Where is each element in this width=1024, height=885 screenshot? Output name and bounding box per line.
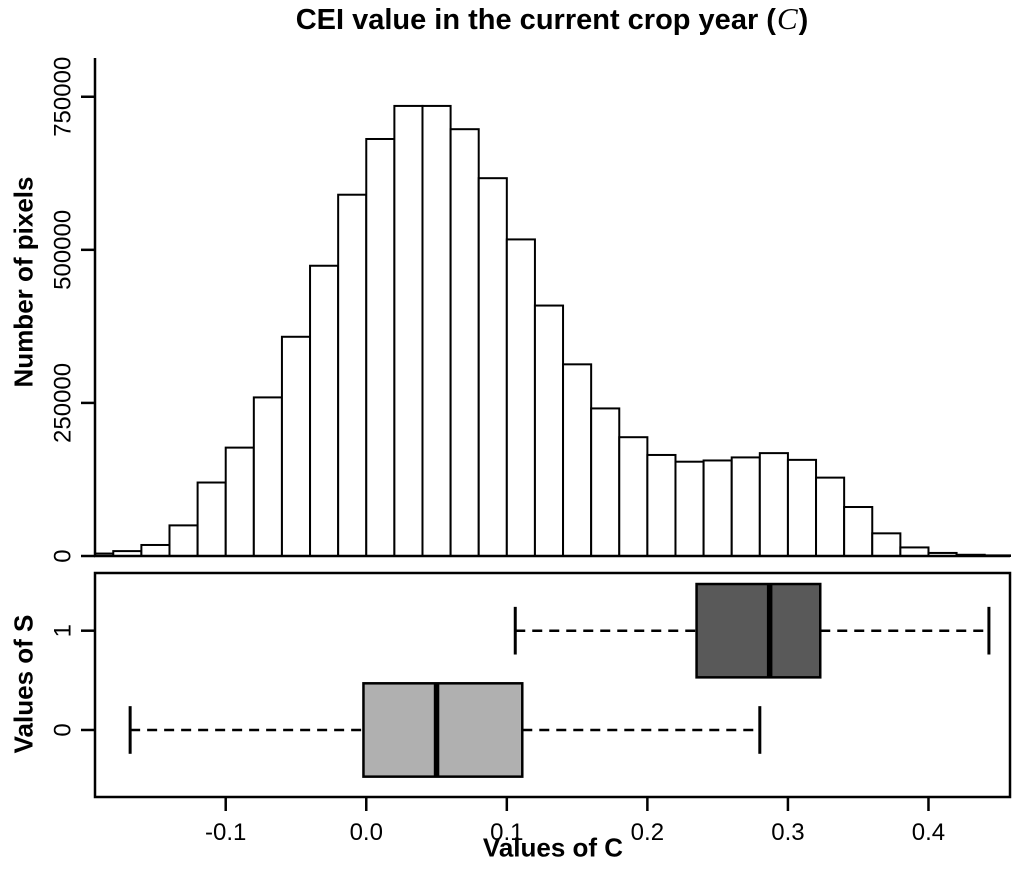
histogram-bar xyxy=(196,481,227,558)
histogram-bar xyxy=(590,407,621,557)
boxplot-panel-border xyxy=(93,571,1012,799)
chart-title-symbol: C xyxy=(776,1,798,36)
histogram-y-tick-label: 750000 xyxy=(49,57,76,137)
histogram-bar xyxy=(224,446,255,557)
histogram-bar xyxy=(646,453,677,557)
chart-title-prefix: CEI value in the current crop year ( xyxy=(295,4,776,36)
histogram-bar xyxy=(674,460,705,557)
histogram-bar xyxy=(533,304,565,558)
histogram-bar xyxy=(730,456,761,558)
histogram-bar xyxy=(449,128,480,557)
boxplot-box xyxy=(362,682,524,778)
histogram-bar xyxy=(758,452,789,557)
chart-title: CEI value in the current crop year (C) xyxy=(296,1,809,37)
histogram-bar xyxy=(309,264,340,557)
histogram-bar xyxy=(786,458,818,557)
boxplot-box xyxy=(695,582,822,679)
histogram-bar xyxy=(899,546,930,558)
boxplot-y-axis-title: Values of S xyxy=(8,614,39,754)
x-tick-label: 0.3 xyxy=(771,819,804,846)
histogram-y-tick-label: 250000 xyxy=(49,363,76,443)
histogram-bar xyxy=(365,137,396,558)
histogram-bar xyxy=(618,436,649,557)
histogram-bar xyxy=(702,459,733,557)
histogram-bar xyxy=(421,104,452,557)
histogram-y-tick-label: 0 xyxy=(49,549,76,562)
histogram-bar xyxy=(393,104,424,557)
histogram-bar xyxy=(280,335,312,557)
histogram-bar xyxy=(477,177,508,557)
histogram-y-tick-label: 500000 xyxy=(49,210,76,290)
histogram-bar xyxy=(562,363,593,558)
boxplot-y-tick-label: 1 xyxy=(49,624,76,637)
x-tick-label: -0.1 xyxy=(205,819,246,846)
x-tick-label: 0.0 xyxy=(350,819,383,846)
histogram-bar xyxy=(168,524,199,557)
histogram-bar xyxy=(505,238,536,557)
boxplot-y-tick-label: 0 xyxy=(49,723,76,736)
x-axis-title: Values of C xyxy=(482,832,624,863)
histogram-bar xyxy=(337,193,368,557)
histogram-bar xyxy=(252,396,283,557)
histogram-bar xyxy=(843,506,874,558)
chart-title-suffix: ) xyxy=(798,4,809,36)
histogram-bar xyxy=(871,532,902,557)
histogram-y-axis-title: Number of pixels xyxy=(8,176,39,388)
histogram-bar xyxy=(815,476,846,557)
x-tick-label: 0.2 xyxy=(631,819,664,846)
x-tick-label: 0.1 xyxy=(490,819,523,846)
x-tick-label: 0.4 xyxy=(912,819,945,846)
histogram-bar xyxy=(140,543,171,558)
